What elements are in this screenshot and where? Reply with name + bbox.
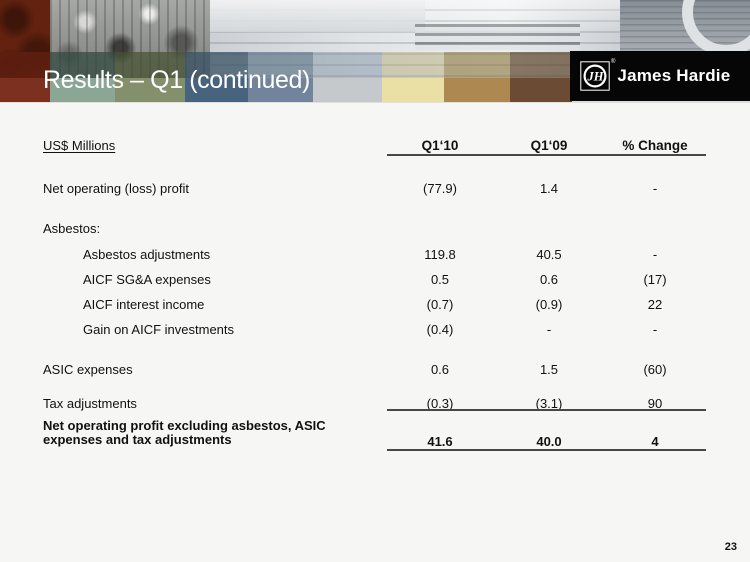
row-label: ASIC expenses [43,362,133,377]
color-block [50,52,115,78]
round-window [682,0,750,56]
banner-color-band-title [0,78,750,102]
row-value: 1.5 [539,362,559,377]
row-value: 41.6 [427,434,453,449]
table-rule-subtotal [387,409,706,411]
color-block [0,78,50,102]
row-label: Net operating profit excluding asbestos,… [43,418,326,447]
banner-color-band-upper [0,52,750,78]
row-value: 1.4 [539,181,559,196]
row-value: (60) [643,362,667,377]
svg-text:JH: JH [587,70,605,84]
row-value: (77.9) [423,181,457,196]
row-value: - [546,322,552,337]
row-label: Asbestos adjustments [83,247,211,262]
brand-name: James Hardie [617,66,731,85]
color-block [313,52,382,78]
color-block [115,78,185,102]
row-label: Tax adjustments [43,396,137,411]
registered-trademark: ® [611,59,616,65]
row-value: 0.5 [430,272,450,287]
color-block [382,78,444,102]
row-value: 0.6 [430,362,450,377]
row-value: 119.8 [424,247,456,262]
column-header-q1-10: Q1‘10 [421,138,459,153]
unit-label: US$ Millions [43,138,116,153]
table-rule-header [387,154,706,156]
slide-title: Results – Q1 (continued) [43,66,310,94]
row-value: (0.3) [426,396,454,411]
column-header-pct-change: % Change [622,138,688,153]
color-block [382,52,444,78]
row-value: 0.6 [539,272,559,287]
banner-collage: Results – Q1 (continued) JH ® James Hard… [0,0,750,103]
row-value: - [652,322,658,337]
color-block [248,52,313,78]
row-value: 40.0 [536,434,562,449]
color-block [510,78,572,102]
color-block [444,78,510,102]
row-value: (17) [643,272,667,287]
row-value: (3.1) [535,396,563,411]
james-hardie-logo: JH ® James Hardie [570,51,750,101]
color-block [248,78,313,102]
column-header-q1-09: Q1‘09 [530,138,568,153]
row-value: - [652,181,658,196]
row-value: 22 [647,297,663,312]
color-block [185,78,248,102]
color-block [444,52,510,78]
row-label: Asbestos: [43,221,101,236]
color-block [313,78,382,102]
table-rule-total [387,449,706,451]
row-value: (0.7) [426,297,454,312]
row-value: (0.9) [535,297,563,312]
page-number: 23 [724,541,737,553]
color-block [0,52,50,78]
row-value: 40.5 [536,247,562,262]
row-value: 4 [651,434,659,449]
house-gable [210,0,425,32]
row-label: Net operating (loss) profit [43,181,189,196]
row-value: 90 [647,396,663,411]
table-row: Net operating profit excluding asbestos,… [43,419,723,449]
row-label: AICF interest income [83,297,205,312]
jh-monogram-icon: JH [580,61,610,91]
color-block [115,52,185,78]
row-value: (0.4) [426,322,454,337]
row-value: - [652,247,658,262]
color-block [50,78,115,102]
color-block [185,52,248,78]
house-eave-shadow [415,24,580,50]
row-label: AICF SG&A expenses [83,272,211,287]
row-label: Gain on AICF investments [83,322,235,337]
color-block [510,52,572,78]
